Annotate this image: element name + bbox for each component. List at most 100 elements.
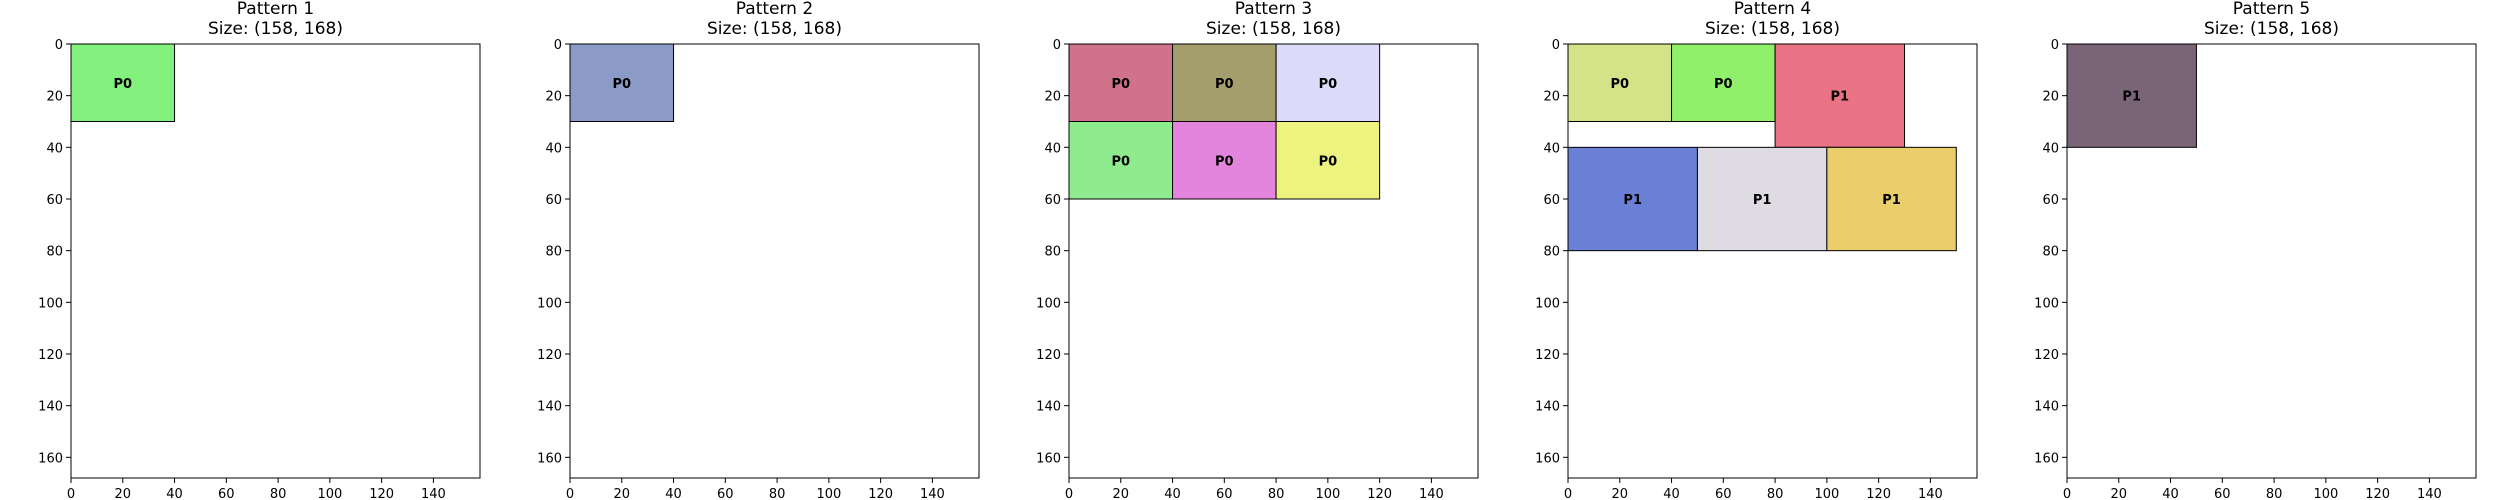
packed-rect [1275,121,1381,200]
axes-frame [1567,43,1978,479]
y-tick-label: 60 [46,193,63,208]
y-tick-label: 100 [2034,296,2059,311]
x-tick-label: 80 [769,487,786,500]
y-tick-label: 140 [537,400,562,415]
x-tick-label: 140 [920,487,945,500]
packed-rect [1826,146,1957,252]
x-tick-label: 140 [421,487,446,500]
x-tick-label: 100 [816,487,841,500]
y-tick-label: 40 [545,141,562,156]
rect-label: P0 [612,77,631,92]
chart-subtitle: Size: (158, 168) [707,19,842,39]
y-tick-label: 80 [1543,245,1560,260]
x-tick-label: 60 [1715,487,1732,500]
y-tick-label: 140 [2034,400,2059,415]
rect-label: P0 [1319,77,1338,92]
x-tick-label: 140 [2417,487,2442,500]
y-tick-label: 80 [545,245,562,260]
chart-title: Pattern 3 [1235,0,1312,19]
x-tick-label: 120 [868,487,893,500]
x-tick-label: 20 [613,487,630,500]
x-tick-label: 20 [1112,487,1129,500]
chart-subtitle: Size: (158, 168) [208,19,343,39]
x-tick-label: 0 [566,487,574,500]
x-tick-label: 0 [67,487,75,500]
y-tick-label: 40 [1044,141,1061,156]
rect-label: P0 [1319,154,1338,169]
x-tick-label: 0 [1564,487,1572,500]
x-tick-label: 140 [1419,487,1444,500]
chart-subtitle: Size: (158, 168) [2204,19,2339,39]
y-tick-label: 20 [1543,90,1560,105]
y-tick-label: 160 [38,451,63,466]
y-tick-label: 60 [1044,193,1061,208]
axes-frame [569,43,980,479]
packed-rect [1696,146,1828,252]
x-tick-label: 100 [317,487,342,500]
axes-frame [2066,43,2477,479]
x-tick-label: 120 [2365,487,2390,500]
packed-rect [1172,121,1277,200]
y-tick-label: 60 [545,193,562,208]
y-tick-label: 80 [1044,245,1061,260]
x-tick-label: 100 [1315,487,1340,500]
y-tick-label: 120 [1535,348,1560,363]
packed-rect [1567,146,1698,252]
x-tick-label: 60 [717,487,734,500]
packed-rect [1671,43,1776,122]
x-tick-label: 60 [2214,487,2231,500]
y-tick-label: 20 [2042,90,2059,105]
rect-label: P1 [1831,90,1850,105]
y-tick-label: 20 [1044,90,1061,105]
y-tick-label: 160 [1535,451,1560,466]
x-tick-label: 0 [1065,487,1073,500]
x-tick-label: 100 [1814,487,1839,500]
x-tick-label: 60 [1216,487,1233,500]
x-tick-label: 80 [270,487,287,500]
rect-label: P1 [1623,193,1642,208]
y-tick-label: 140 [1036,400,1061,415]
y-tick-label: 120 [38,348,63,363]
packed-rect [1275,43,1381,122]
x-tick-label: 20 [1611,487,1628,500]
x-tick-label: 40 [2162,487,2179,500]
y-tick-label: 40 [2042,141,2059,156]
y-tick-label: 20 [46,90,63,105]
chart-title: Pattern 1 [237,0,314,19]
y-tick-label: 80 [2042,245,2059,260]
y-tick-label: 20 [545,90,562,105]
x-tick-label: 80 [1268,487,1285,500]
packed-rect [1068,121,1174,200]
y-tick-label: 100 [1036,296,1061,311]
y-tick-label: 0 [554,38,562,53]
rect-label: P1 [2122,90,2141,105]
y-tick-label: 0 [55,38,63,53]
rect-label: P0 [1215,77,1234,92]
x-tick-label: 100 [2313,487,2338,500]
rect-label: P0 [1215,154,1234,169]
x-tick-label: 80 [2266,487,2283,500]
y-tick-label: 100 [1535,296,1560,311]
y-tick-label: 60 [2042,193,2059,208]
packed-rect [1068,43,1174,122]
axes-frame [70,43,481,479]
chart-title: Pattern 4 [1734,0,1811,19]
y-tick-label: 160 [1036,451,1061,466]
x-tick-label: 60 [218,487,235,500]
y-tick-label: 120 [2034,348,2059,363]
rect-label: P0 [1111,77,1130,92]
rect-label: P0 [113,77,132,92]
x-tick-label: 120 [1866,487,1891,500]
y-tick-label: 100 [537,296,562,311]
x-tick-label: 40 [1164,487,1181,500]
y-tick-label: 160 [2034,451,2059,466]
rect-label: P0 [1610,77,1629,92]
packed-rect [70,43,176,122]
y-tick-label: 60 [1543,193,1560,208]
rect-label: P1 [1753,193,1772,208]
